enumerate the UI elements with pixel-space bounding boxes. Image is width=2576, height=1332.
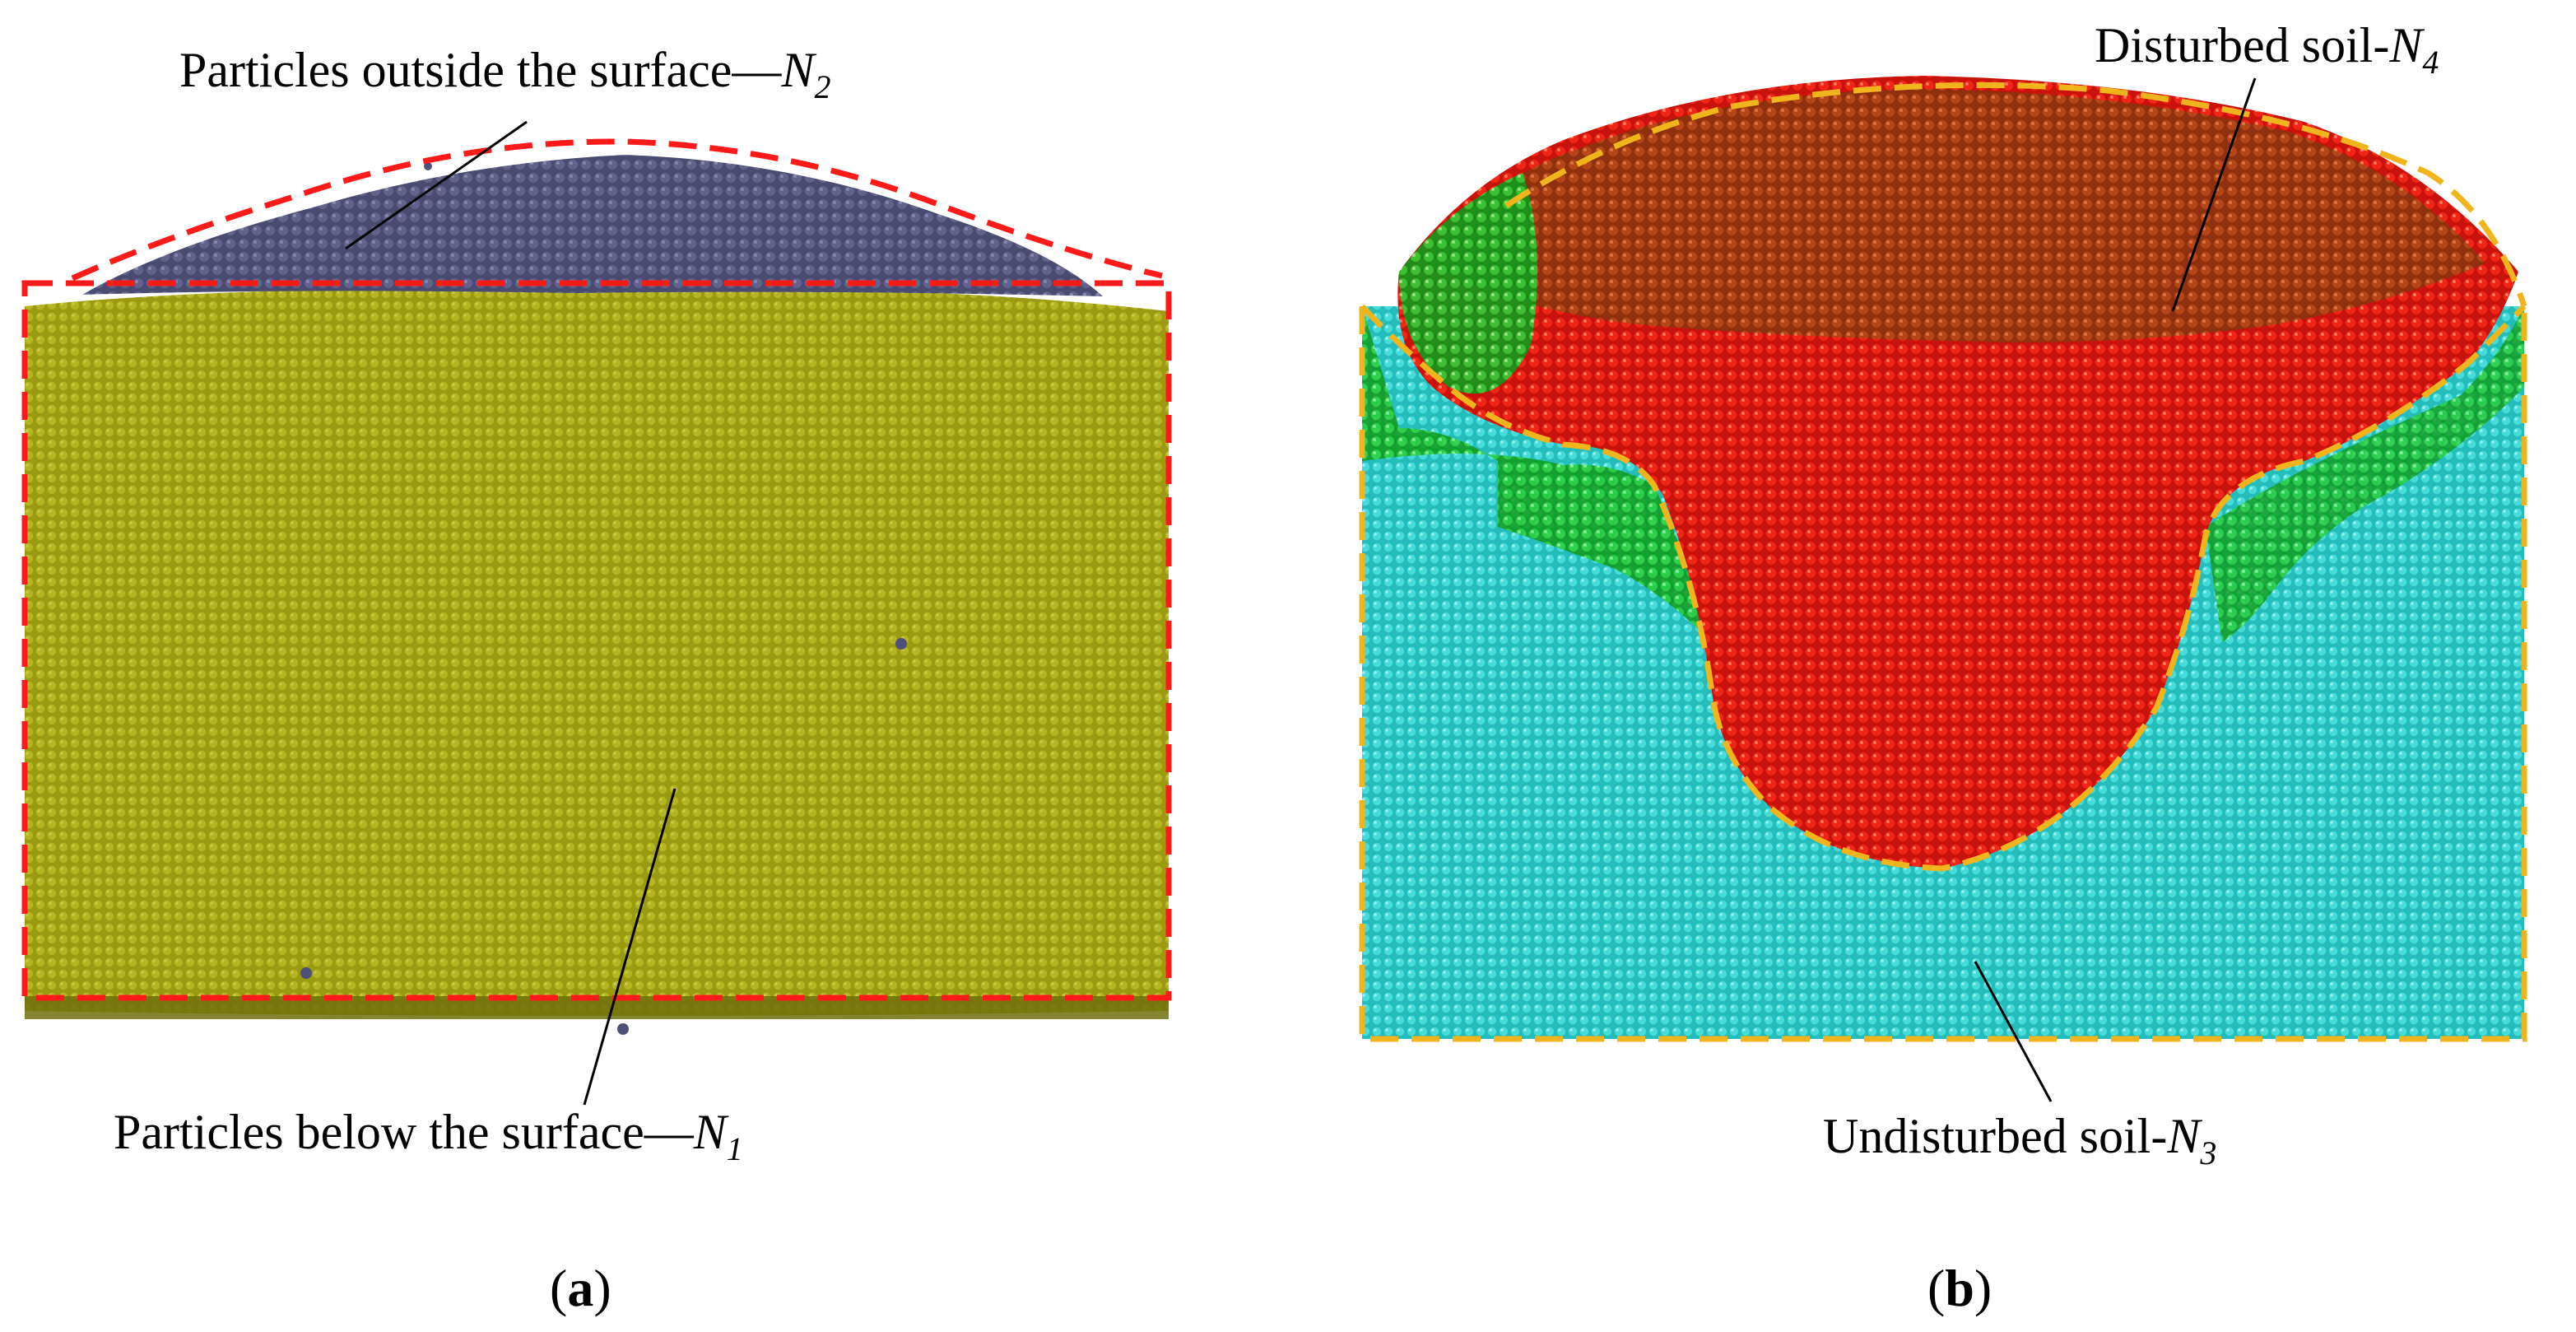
panel-a: Particles outside the surface—N2 Particl…	[25, 43, 1169, 1167]
caption-a: (a)	[550, 1258, 611, 1319]
panel-b: Disturbed soil-N4 Undisturbed soil-N3	[1362, 18, 2524, 1171]
bulk-particles-region	[25, 288, 1169, 1016]
caption-b: (b)	[1927, 1258, 1992, 1319]
mixed-upper-zone	[1424, 89, 2485, 342]
surface-particles-mound	[82, 155, 1103, 296]
stray-particle	[300, 967, 312, 979]
label-particles-outside: Particles outside the surface—N2	[179, 43, 830, 105]
stray-particle	[617, 1023, 629, 1035]
label-particles-below: Particles below the surface—N1	[114, 1105, 743, 1167]
label-disturbed-soil: Disturbed soil-N4	[2095, 18, 2439, 81]
stray-particle	[895, 638, 907, 650]
label-undisturbed-soil: Undisturbed soil-N3	[1823, 1109, 2216, 1171]
